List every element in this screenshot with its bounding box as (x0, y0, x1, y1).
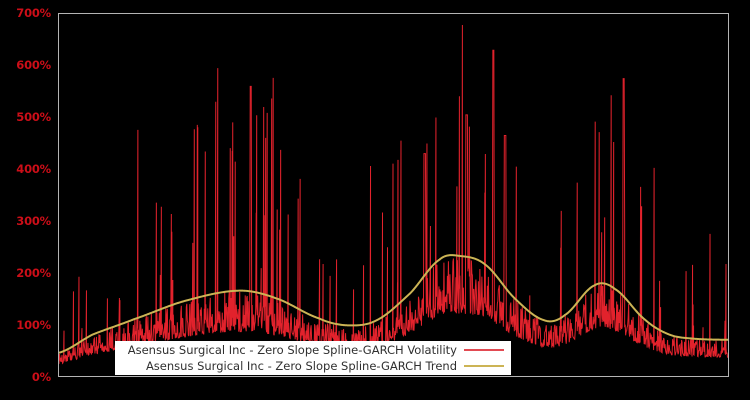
legend-item-trend: Asensus Surgical Inc - Zero Slope Spline… (116, 358, 504, 374)
y-tick-label: 300% (16, 214, 51, 228)
y-tick-label: 200% (16, 266, 51, 280)
legend: Asensus Surgical Inc - Zero Slope Spline… (115, 341, 511, 375)
legend-label-trend: Asensus Surgical Inc - Zero Slope Spline… (145, 359, 457, 373)
legend-item-volatility: Asensus Surgical Inc - Zero Slope Spline… (116, 342, 504, 358)
plot-area (58, 13, 729, 377)
line-swatch-trend-icon (464, 365, 504, 367)
y-tick-label: 700% (16, 6, 51, 20)
plot-canvas (59, 24, 728, 365)
y-tick-label: 600% (16, 58, 51, 72)
y-axis: 0% 100% 200% 300% 400% 500% 600% 700% (0, 0, 58, 400)
y-tick-label: 0% (31, 370, 51, 384)
y-tick-label: 500% (16, 110, 51, 124)
volatility-line (59, 24, 728, 365)
y-tick-label: 400% (16, 162, 51, 176)
series-trend (59, 254, 728, 354)
y-tick-label: 100% (16, 318, 51, 332)
line-swatch-volatility-icon (464, 349, 504, 351)
legend-label-volatility: Asensus Surgical Inc - Zero Slope Spline… (127, 343, 457, 357)
series-volatility (59, 24, 728, 365)
trend-line (59, 254, 728, 354)
